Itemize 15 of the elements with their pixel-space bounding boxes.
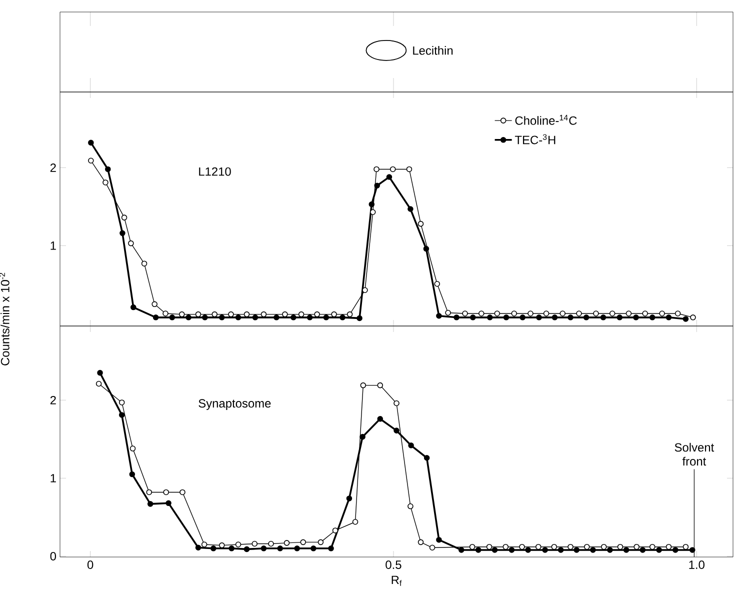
y-tick-label: 2 bbox=[50, 163, 56, 172]
text: Lecithin bbox=[413, 46, 453, 55]
annotation: Synaptosome bbox=[198, 399, 271, 410]
x-axis-title: R$_{f}$ bbox=[392, 576, 402, 586]
x-tick-label: 0 bbox=[87, 560, 94, 569]
x-tick-label: 0.5 bbox=[386, 560, 402, 569]
legend-label: TEC-$^{3}$H bbox=[514, 134, 556, 144]
x-tick-label: 1.0 bbox=[689, 560, 704, 569]
ref-line-label: Solvent front bbox=[674, 442, 714, 466]
annotation: L1210 bbox=[199, 167, 231, 176]
y-tick-label: 1 bbox=[50, 474, 56, 482]
legend-label: Choline-$^{14}$C bbox=[515, 114, 577, 125]
y-tick-label: 1 bbox=[50, 242, 56, 250]
y-tick-label: 2 bbox=[50, 396, 56, 404]
y-tick-label: 0 bbox=[50, 552, 56, 560]
